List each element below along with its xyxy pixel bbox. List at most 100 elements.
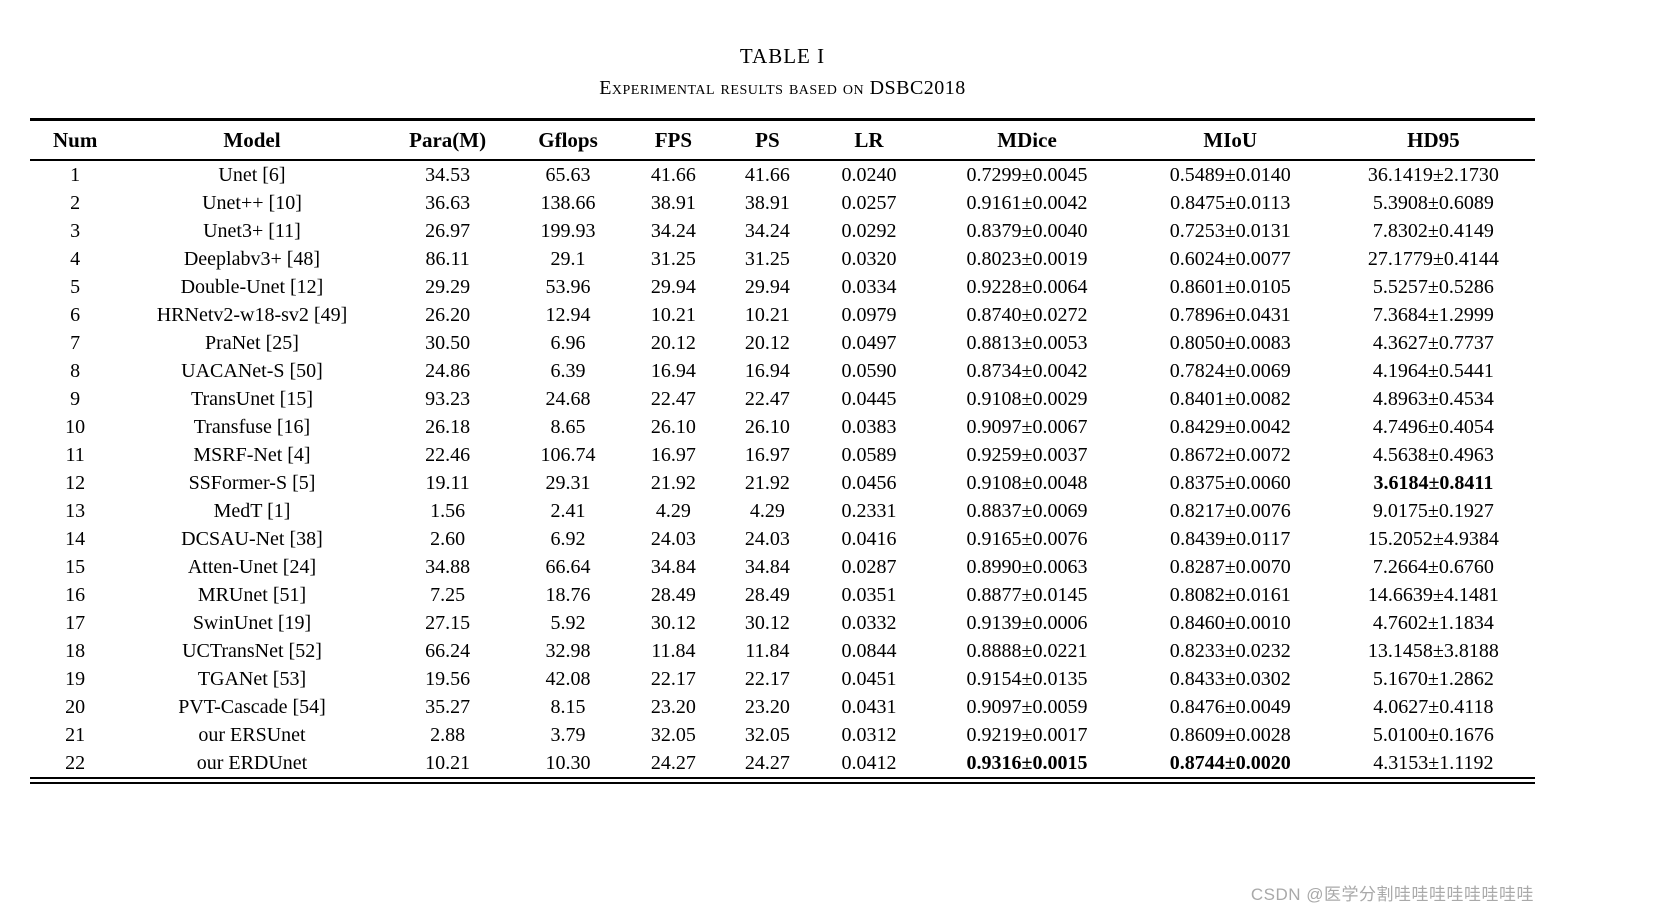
table-cell: 7 [70, 332, 81, 354]
table-cell: 3 [70, 220, 81, 242]
table-cell: 0.0451 [841, 668, 897, 690]
table-cell: 21 [65, 724, 86, 746]
table-cell: 30.12 [744, 612, 790, 634]
table-cell: 0.8601±0.0105 [1169, 276, 1291, 298]
table-cell: 22 [65, 752, 86, 774]
table-cell: 14.6639±4.1481 [1367, 584, 1499, 606]
table-cell: 18.76 [545, 584, 591, 606]
column-header-ps: PS [722, 119, 813, 161]
table-cell: 0.9139±0.0006 [966, 612, 1088, 634]
table-cell: PraNet [25] [205, 332, 299, 354]
table-cell: 21.92 [744, 472, 790, 494]
table-subtitle: Experimental results based on DSBC2018 [599, 77, 966, 99]
table-cell: MedT [1] [213, 500, 291, 522]
table-cell: 23.20 [744, 696, 790, 718]
table-cell: 6 [70, 304, 81, 326]
table-cell: 0.7896±0.0431 [1169, 304, 1291, 326]
table-cell: 26.18 [425, 416, 471, 438]
table-cell: our ERSUnet [198, 724, 306, 746]
table-cell: 4 [70, 248, 81, 270]
table-row: 18 UCTransNet [52] 66.24 32.98 11.84 11.84 0.0… [30, 637, 1535, 665]
table-cell: 0.8082±0.0161 [1169, 584, 1291, 606]
table-cell: 0.8476±0.0049 [1169, 696, 1291, 718]
table-row: 9 TransUnet [15] 93.23 24.68 22.47 22.47 0.044… [30, 385, 1535, 413]
table-cell: HRNetv2-w18-sv2 [49] [156, 304, 348, 326]
table-cell: 0.0979 [841, 304, 897, 326]
table-cell: 0.8877±0.0145 [966, 584, 1088, 606]
table-cell: 23.20 [650, 696, 696, 718]
table-cell: Unet3+ [11] [203, 220, 301, 242]
table-cell: Deeplabv3+ [48] [183, 248, 321, 270]
table-cell: 27.15 [425, 612, 471, 634]
table-row: 6 HRNetv2-w18-sv2 [49] 26.20 12.94 10.21 10.2… [30, 301, 1535, 329]
table-cell: 3.79 [550, 724, 586, 746]
table-cell: 34.84 [650, 556, 696, 578]
table-cell: 0.8740±0.0272 [966, 304, 1088, 326]
document-page: TABLE I Experimental results based on DS… [0, 44, 1660, 921]
table-cell: 0.8439±0.0117 [1170, 528, 1291, 550]
table-row: 20 PVT-Cascade [54] 35.27 8.15 23.20 23.20 0.0… [30, 693, 1535, 721]
table-cell: 93.23 [425, 388, 471, 410]
table-cell: 0.8233±0.0232 [1169, 640, 1291, 662]
table-cell: 29.94 [744, 276, 790, 298]
table-row: 4 Deeplabv3+ [48] 86.11 29.1 31.25 31.25 0.032… [30, 245, 1535, 273]
table-cell: 0.8433±0.0302 [1169, 668, 1291, 690]
table-cell: 42.08 [545, 668, 591, 690]
column-header-model: Model [120, 119, 384, 161]
table-cell: 0.0312 [841, 724, 897, 746]
table-cell: 1 [70, 164, 81, 186]
table-cell: 0.0351 [841, 584, 897, 606]
table-cell: 20 [65, 696, 86, 718]
table-cell: 2.88 [430, 724, 466, 746]
table-cell: 38.91 [650, 192, 696, 214]
table-cell: 9 [70, 388, 81, 410]
table-cell: 34.84 [744, 556, 790, 578]
table-cell: 22.17 [744, 668, 790, 690]
table-cell: 8.65 [550, 416, 586, 438]
table-cell: 0.9097±0.0067 [966, 416, 1088, 438]
table-cell: 34.88 [425, 556, 471, 578]
table-cell: 8.15 [550, 696, 586, 718]
table-cell: 0.0497 [841, 332, 897, 354]
table-cell: 86.11 [425, 248, 470, 270]
table-cell: MSRF-Net [4] [193, 444, 311, 466]
column-header-para-m: Para(M) [383, 119, 512, 161]
table-cell: 20.12 [650, 332, 696, 354]
table-cell: UCTransNet [52] [182, 640, 322, 662]
table-cell: 0.8990±0.0063 [966, 556, 1088, 578]
table-cell: 16.97 [744, 444, 790, 466]
table-cell: 5.92 [550, 612, 586, 634]
table-cell: 7.25 [430, 584, 466, 606]
table-cell: 0.8813±0.0053 [966, 332, 1088, 354]
table-cell: 0.8287±0.0070 [1169, 556, 1291, 578]
table-cell: 24.03 [650, 528, 696, 550]
table-cell: 22.47 [650, 388, 696, 410]
column-header-gflops: Gflops [511, 119, 625, 161]
table-cell: 199.93 [540, 220, 596, 242]
header-row: Num Model Para(M) Gflops FPS PS LR MDice MIoU HD9… [30, 119, 1535, 161]
table-cell: 0.2331 [841, 500, 897, 522]
table-cell: 22.17 [650, 668, 696, 690]
table-cell: 19.56 [425, 668, 471, 690]
table-cell: 19.11 [425, 472, 470, 494]
table-cell: 29.94 [650, 276, 696, 298]
table-cell: 10.21 [425, 752, 471, 774]
table-cell: 0.9154±0.0135 [966, 668, 1088, 690]
table-cell: PVT-Cascade [54] [178, 696, 326, 718]
table-cell: 29.29 [425, 276, 471, 298]
table-cell: 15 [65, 556, 86, 578]
table-cell: 14 [65, 528, 86, 550]
table-cell: 13 [65, 500, 86, 522]
table-row: 10 Transfuse [16] 26.18 8.65 26.10 26.10 0.038… [30, 413, 1535, 441]
table-cell: 0.0456 [841, 472, 897, 494]
table-cell: 34.53 [425, 164, 471, 186]
table-cell: 0.8744±0.0020 [1169, 752, 1291, 774]
table-cell: 0.8217±0.0076 [1169, 500, 1291, 522]
table-cell: 10.30 [545, 752, 591, 774]
table-cell: 11.84 [745, 640, 790, 662]
table-cell: 24.86 [425, 360, 471, 382]
table-cell: Double-Unet [12] [180, 276, 324, 298]
table-cell: 0.9108±0.0048 [966, 472, 1088, 494]
table-cell: 35.27 [425, 696, 471, 718]
table-cell: 24.27 [744, 752, 790, 774]
